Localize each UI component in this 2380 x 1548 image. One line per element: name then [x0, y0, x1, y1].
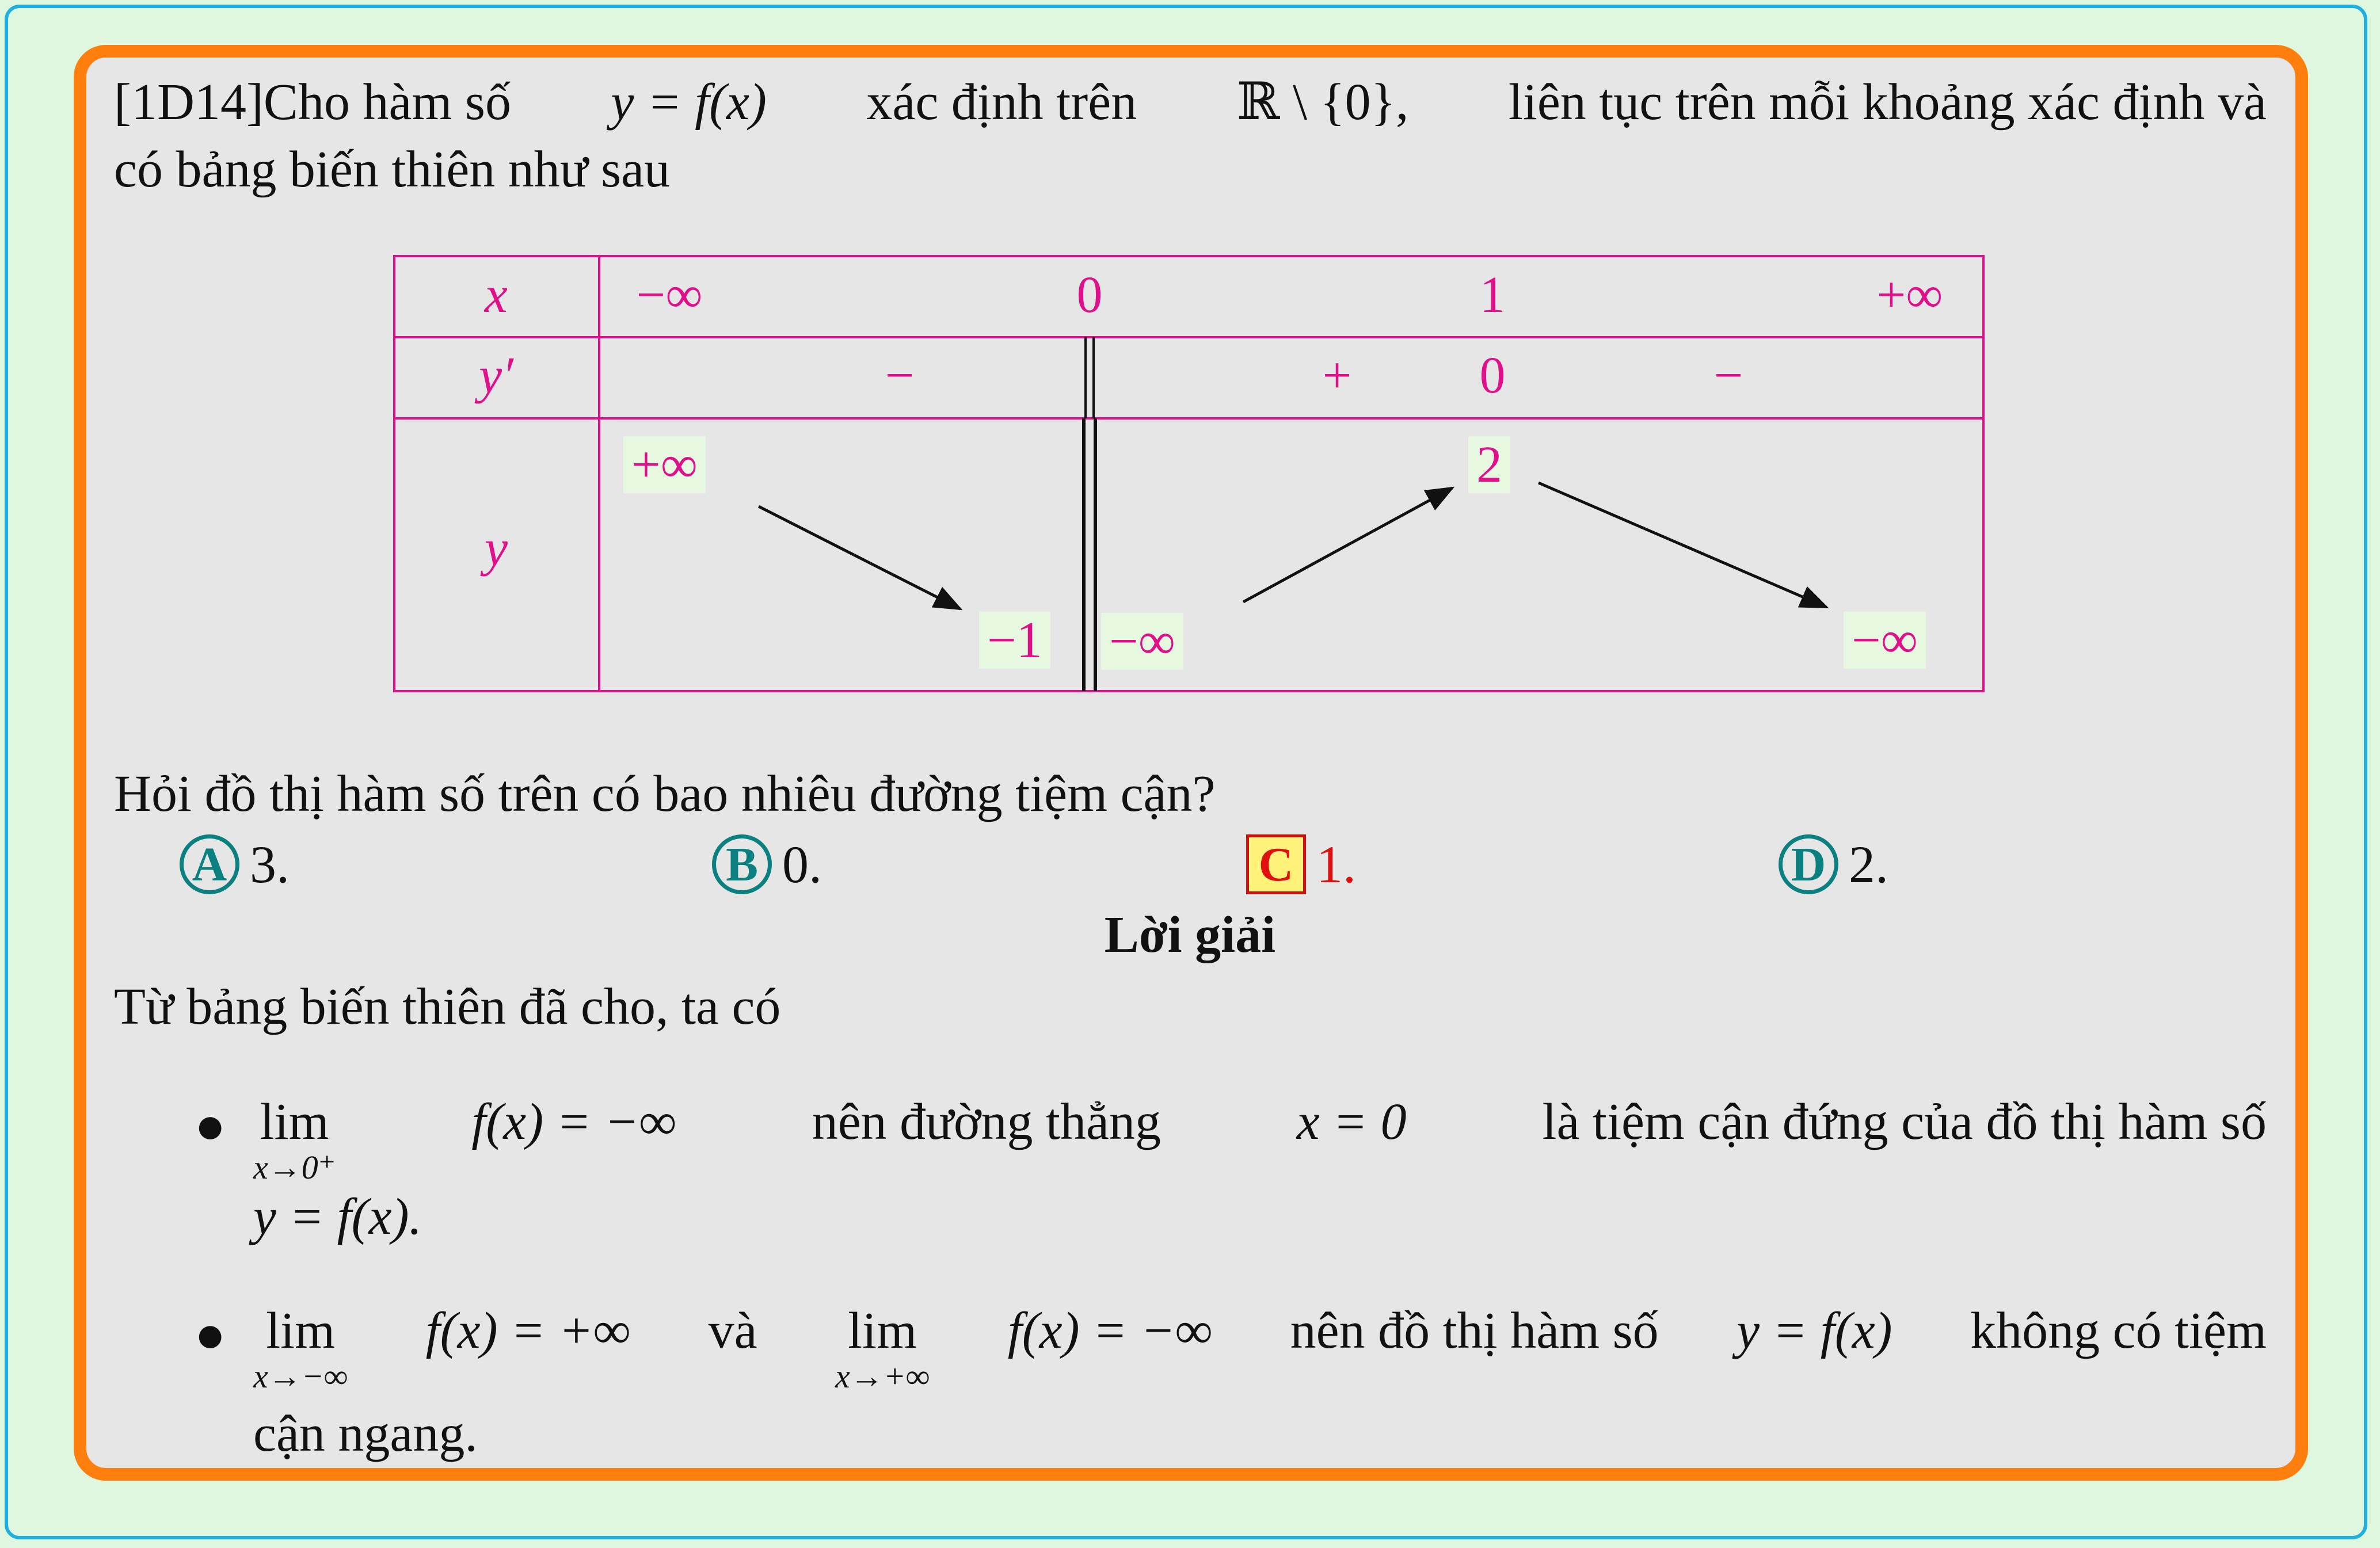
x-zero: 0	[1076, 266, 1103, 323]
y-prime-sign-3: −	[1713, 347, 1743, 404]
option-a[interactable]: A 3.	[180, 830, 290, 899]
x-pos-inf: +∞	[1876, 266, 1943, 323]
problem-domain-text: xác định trên	[866, 74, 1137, 131]
bullet2-text-end: không có tiệm	[1970, 1302, 2267, 1359]
bullet1-text1: nên đường thẳng	[812, 1093, 1161, 1150]
option-b[interactable]: B 0.	[712, 830, 822, 899]
problem-continuity: liên tục trên mỗi khoảng xác định và	[1508, 74, 2267, 131]
option-c-badge: C	[1246, 834, 1306, 894]
table-grid	[393, 255, 1985, 692]
limit-expr-3: f(x) = −∞	[1007, 1302, 1213, 1359]
vertical-asymptote-eq: x = 0	[1296, 1093, 1407, 1150]
arrow-decrease-2	[1538, 481, 1829, 609]
y-value-neg-one: −1	[979, 612, 1050, 669]
y-value-neg-inf-right-of-zero: −∞	[1101, 613, 1183, 670]
arrow-increase	[1242, 486, 1455, 604]
problem-function: y = f(x)	[611, 74, 767, 131]
solution-bullet-2: lim x→−∞ f(x) = +∞ và lim x→+∞ f(x) = −∞…	[253, 1302, 2267, 1393]
y-value-two: 2	[1468, 436, 1510, 494]
option-c-text: 1.	[1316, 835, 1356, 894]
option-a-text: 3.	[250, 835, 290, 894]
bullet1-line2: y = f(x).	[253, 1188, 422, 1245]
label-y-prime: y′	[479, 347, 513, 404]
limit-to-pos-inf: lim x→+∞	[835, 1302, 930, 1395]
y-value-pos-inf: +∞	[623, 436, 706, 494]
bullet2-function: y = f(x)	[1737, 1302, 1892, 1359]
problem-line-1: [1D14]Cho hàm số y = f(x) xác định trên …	[114, 74, 2267, 131]
question-text: Hỏi đồ thị hàm số trên có bao nhiêu đườn…	[114, 765, 1216, 822]
bullet1-text2: là tiệm cận đứng của đồ thị hàm số	[1542, 1093, 2267, 1150]
bullet-dot-2: ●	[195, 1306, 226, 1363]
label-x: x	[485, 266, 508, 323]
limit-expr-2: f(x) = +∞	[425, 1302, 631, 1359]
bullet2-text: nên đồ thị hàm số	[1290, 1302, 1659, 1359]
y-prime-zero: 0	[1479, 347, 1506, 404]
option-b-text: 0.	[782, 835, 822, 894]
option-c[interactable]: C 1.	[1246, 830, 1356, 899]
limit-to-neg-inf: lim x→−∞	[253, 1302, 348, 1395]
option-b-badge: B	[712, 834, 772, 894]
option-d[interactable]: D 2.	[1779, 830, 1888, 899]
y-value-neg-inf-end: −∞	[1844, 612, 1926, 669]
problem-intro: [1D14]Cho hàm số	[114, 74, 511, 131]
option-d-text: 2.	[1849, 835, 1888, 894]
variation-table: x y′ y −∞ 0 1 +∞ − + 0 − +∞ −1 −∞ 2 −∞	[393, 255, 1985, 692]
x-one: 1	[1479, 266, 1506, 323]
y-prime-sign-1: −	[885, 347, 915, 404]
arrow-decrease-1	[757, 505, 963, 611]
option-d-badge: D	[1779, 834, 1838, 894]
x-neg-inf: −∞	[636, 266, 703, 323]
limit-expr-1: f(x) = −∞	[471, 1093, 676, 1150]
bullet-dot-1: ●	[195, 1097, 226, 1154]
bullet2-and: và	[708, 1302, 757, 1359]
y-prime-sign-2: +	[1322, 347, 1352, 404]
problem-domain: ℝ \ {0},	[1236, 74, 1409, 131]
problem-card	[74, 45, 2308, 1481]
limit-to-zero-plus: lim x→0⁺	[253, 1093, 336, 1186]
solution-intro: Từ bảng biến thiên đã cho, ta có	[114, 978, 781, 1035]
bullet2-line2: cận ngang.	[253, 1405, 478, 1462]
option-a-badge: A	[180, 834, 239, 894]
solution-bullet-1: lim x→0⁺ f(x) = −∞ nên đường thẳng x = 0…	[253, 1093, 2267, 1184]
solution-heading: Lời giải	[1104, 906, 1276, 963]
label-y: y	[485, 520, 508, 577]
problem-line-2: có bảng biến thiên như sau	[114, 141, 671, 198]
